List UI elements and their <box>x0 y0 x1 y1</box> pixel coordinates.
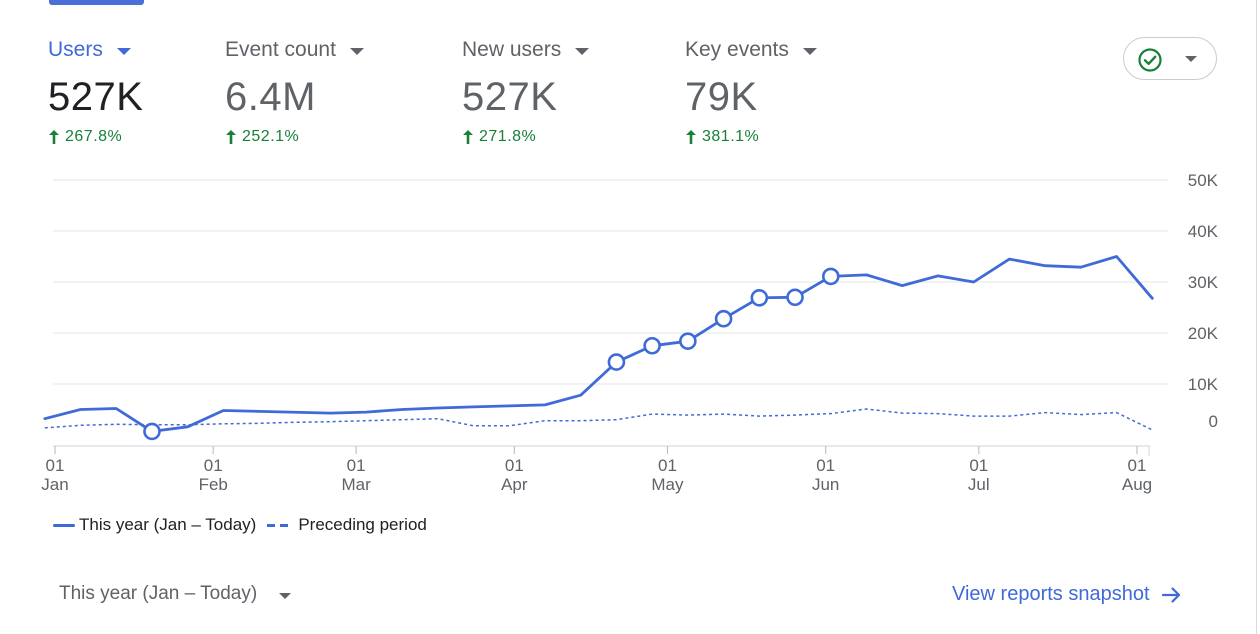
x-tick-month: Apr <box>501 475 528 494</box>
data-point-marker <box>143 422 161 441</box>
chevron-down-icon[interactable] <box>1185 56 1197 62</box>
metric-change: 267.8% <box>48 128 143 146</box>
metric-new-users[interactable]: New users 527K 271.8% <box>462 36 590 146</box>
metric-change: 252.1% <box>225 128 364 146</box>
chevron-down-icon <box>279 592 292 599</box>
legend-label-preceding: Preceding period <box>298 515 427 534</box>
arrow-right-icon <box>1161 586 1180 603</box>
chevron-down-icon[interactable] <box>802 47 817 55</box>
data-point-marker <box>821 267 840 286</box>
metric-value: 79K <box>685 75 758 119</box>
chevron-down-icon[interactable] <box>349 47 364 55</box>
arrow-up-icon <box>226 130 236 144</box>
view-reports-snapshot-label: View reports snapshot <box>952 583 1150 605</box>
metric-change-value: 271.8% <box>479 128 537 145</box>
metric-label[interactable]: Key events <box>685 36 817 64</box>
x-tick-day: 01 <box>816 456 835 475</box>
metric-label-text: Event count <box>225 38 336 61</box>
date-range-dropdown[interactable]: This year (Jan – Today) <box>59 583 292 605</box>
data-point-marker <box>786 288 804 307</box>
metric-users[interactable]: Users 527K 267.8% <box>48 36 143 146</box>
metric-change: 271.8% <box>462 128 589 146</box>
date-range-label: This year (Jan – Today) <box>59 583 258 604</box>
arrow-up-icon <box>686 130 696 144</box>
metric-label[interactable]: New users <box>462 36 590 64</box>
x-tick-month: May <box>651 475 684 494</box>
data-point-marker <box>643 336 661 355</box>
legend-swatch-solid <box>53 523 75 527</box>
y-tick-label: 10K <box>1188 375 1219 394</box>
x-tick-month: Jul <box>968 475 990 494</box>
x-tick-month: Aug <box>1122 475 1152 494</box>
metric-value: 6.4M <box>225 75 316 119</box>
series-line-preceding-period <box>44 408 1153 431</box>
check-circle-icon <box>1138 48 1162 72</box>
metric-event-count[interactable]: Event count 6.4M 252.1% <box>225 36 364 146</box>
metric-label-text: New users <box>462 38 562 61</box>
data-point-marker <box>714 309 733 328</box>
chart-markers <box>143 267 840 441</box>
legend-swatch-dashed <box>267 523 289 527</box>
data-quality-status-button[interactable] <box>1123 37 1217 80</box>
x-tick-day: 01 <box>204 456 223 475</box>
x-tick-day: 01 <box>505 456 524 475</box>
x-tick-day: 01 <box>969 456 988 475</box>
chart-legend: This year (Jan – Today) Preceding period <box>53 515 427 535</box>
chart-series <box>43 255 1154 433</box>
x-tick-month: Jun <box>812 475 839 494</box>
metric-value: 527K <box>48 75 144 119</box>
view-reports-snapshot-link[interactable]: View reports snapshot <box>952 583 1182 606</box>
x-tick-day: 01 <box>1128 456 1147 475</box>
x-tick-day: 01 <box>658 456 677 475</box>
y-axis-ticks: 0 10K 20K 30K 40K 50K <box>1188 171 1219 431</box>
metric-change: 381.1% <box>685 128 817 146</box>
metric-change-value: 252.1% <box>242 128 300 145</box>
data-point-marker <box>750 289 769 307</box>
data-point-marker <box>679 332 697 350</box>
y-tick-label: 40K <box>1188 222 1219 241</box>
legend-label-this-year: This year (Jan – Today) <box>79 515 257 534</box>
y-tick-label: 30K <box>1188 273 1219 292</box>
y-tick-label: 0 <box>1209 412 1218 431</box>
top-tab-indicator <box>49 0 144 5</box>
y-tick-label: 20K <box>1188 324 1219 343</box>
chevron-down-icon[interactable] <box>116 47 131 55</box>
metric-value: 527K <box>462 75 558 119</box>
metric-key-events[interactable]: Key events 79K 381.1% <box>685 36 817 146</box>
x-tick-day: 01 <box>46 456 65 475</box>
y-tick-label: 50K <box>1188 171 1219 190</box>
x-tick-month: Feb <box>199 475 228 494</box>
metric-change-value: 267.8% <box>65 128 123 145</box>
x-tick-month: Mar <box>341 475 371 494</box>
arrow-up-icon <box>49 130 59 144</box>
chart-gridlines <box>53 179 1168 385</box>
metric-change-value: 381.1% <box>702 128 760 145</box>
data-point-marker <box>607 353 626 371</box>
series-line-this-year <box>43 255 1154 433</box>
chevron-down-icon[interactable] <box>575 47 590 55</box>
metric-label-text: Users <box>48 38 103 61</box>
x-tick-month: Jan <box>41 475 68 494</box>
metric-label[interactable]: Users <box>48 36 143 64</box>
x-tick-day: 01 <box>347 456 366 475</box>
metric-label-text: Key events <box>685 38 789 61</box>
arrow-up-icon <box>463 130 473 144</box>
metric-label[interactable]: Event count <box>225 36 364 64</box>
